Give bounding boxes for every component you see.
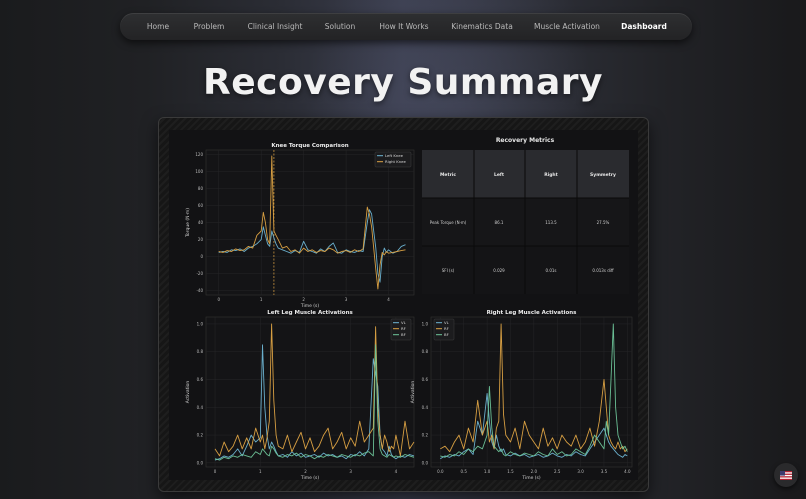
metrics-cell: 86.1 [495, 220, 504, 225]
x-tick-label: 4.0 [624, 469, 631, 474]
x-axis-label: Time (s) [300, 475, 320, 480]
x-tick-label: 1 [259, 469, 262, 474]
x-tick-label: 1.5 [507, 469, 514, 474]
chart-1: 0.0 0.2 0.4 0.6 0.8 1.0 0 1 2 3 4 Left Leg Muscle A… [185, 310, 415, 481]
series-line-bf [440, 323, 628, 458]
series-line-left-knee [218, 209, 406, 283]
series-line-rf [214, 323, 415, 457]
y-tick-label: -20 [196, 271, 203, 276]
y-tick-label: 100 [195, 169, 203, 174]
x-tick-label: 2 [304, 469, 307, 474]
y-tick-label: -40 [196, 288, 203, 293]
nav-item-muscle-activation[interactable]: Muscle Activation [534, 22, 600, 31]
page-title: Recovery Summary [203, 62, 603, 103]
nav-item-dashboard[interactable]: Dashboard [621, 22, 667, 31]
chart-0: -40 -20 0 20 40 60 80 100 120 0 1 2 3 4 Knee Torque Co… [185, 143, 415, 309]
x-tick-label: 4 [395, 469, 398, 474]
dashboard-panel: Recovery Metrics Metric Left Right Symme… [158, 117, 649, 492]
x-tick-label: 2.5 [554, 469, 561, 474]
y-tick-label: 1.0 [197, 321, 204, 326]
series-line-vl [214, 344, 415, 461]
legend-label: VL [444, 320, 450, 325]
x-tick-label: 2 [302, 297, 305, 302]
x-tick-label: 3 [349, 469, 352, 474]
y-tick-label: 80 [198, 186, 204, 191]
metrics-cell: 0.029 [493, 268, 505, 273]
y-tick-label: 120 [195, 152, 203, 157]
metrics-cell: 27.5% [597, 220, 610, 225]
chart-title: Knee Torque Comparison [271, 143, 348, 149]
y-tick-label: 1.0 [422, 321, 429, 326]
x-tick-label: 3.5 [601, 469, 608, 474]
metrics-cell: 0.01s [546, 268, 557, 273]
us-flag-icon[interactable] [774, 463, 798, 487]
x-tick-label: 3.0 [577, 469, 584, 474]
nav-item-home[interactable]: Home [146, 22, 170, 31]
y-tick-label: 0.6 [197, 377, 204, 382]
x-tick-label: 0.0 [437, 469, 444, 474]
chart-title: Right Leg Muscle Activations [487, 310, 578, 316]
chart-title: Left Leg Muscle Activations [267, 310, 353, 316]
series-line-vl [440, 392, 628, 460]
legend-label: RF [444, 326, 449, 331]
legend-label: Right Knee [385, 159, 406, 164]
y-tick-label: 60 [198, 203, 204, 208]
metrics-cell: SFI (s) [442, 268, 455, 273]
nav-item-clinical-insight[interactable]: Clinical Insight [247, 22, 303, 31]
y-tick-label: 40 [198, 220, 204, 225]
legend-label: BF [401, 332, 406, 337]
y-tick-label: 0.2 [422, 433, 429, 438]
x-tick-label: 0 [217, 297, 220, 302]
top-navigation: Home Problem Clinical Insight Solution H… [120, 13, 692, 40]
metrics-header-right: Right [544, 172, 558, 178]
x-tick-label: 3 [345, 297, 348, 302]
metrics-header-symmetry: Symmetry [590, 172, 616, 178]
y-tick-label: 0.2 [197, 433, 204, 438]
metrics-header-metric: Metric [440, 172, 456, 178]
x-tick-label: 0 [214, 469, 217, 474]
metrics-header-left: Left [494, 172, 505, 178]
dashboard-figure: Recovery Metrics Metric Left Right Symme… [169, 130, 638, 481]
recovery-metrics-table: Recovery Metrics Metric Left Right Symme… [422, 137, 629, 294]
nav-item-problem[interactable]: Problem [193, 22, 225, 31]
y-tick-label: 0.0 [197, 460, 204, 465]
series-line-bf [214, 344, 415, 461]
metrics-cell: 0.013s diff [592, 268, 613, 273]
y-tick-label: 0.0 [422, 460, 429, 465]
legend-label: VL [401, 320, 407, 325]
metrics-cell: 113.5 [545, 220, 557, 225]
x-tick-label: 0.5 [461, 469, 468, 474]
x-axis-label: Time (s) [300, 303, 320, 309]
x-tick-label: 1 [260, 297, 263, 302]
x-tick-label: 1.0 [484, 469, 491, 474]
chart-plot-area [430, 316, 633, 468]
nav-item-kinematics-data[interactable]: Kinematics Data [451, 22, 513, 31]
dashboard-charts: Recovery Metrics Metric Left Right Symme… [185, 137, 633, 481]
x-axis-label: Time (s) [521, 475, 541, 480]
chart-2: 0.0 0.2 0.4 0.6 0.8 1.0 0.0 0.5 1.0 1.5 2.0 2.5 3.0 3… [410, 310, 633, 481]
nav-item-how-it-works[interactable]: How It Works [379, 22, 429, 31]
y-tick-label: 0.4 [422, 405, 429, 410]
x-tick-label: 4 [387, 297, 390, 302]
metrics-table-title: Recovery Metrics [496, 137, 555, 144]
metrics-cell: Peak Torque (N·m) [430, 220, 467, 225]
y-tick-label: 0.8 [197, 349, 204, 354]
y-tick-label: 0.4 [197, 405, 204, 410]
legend-label: Left Knee [385, 153, 404, 158]
y-tick-label: 0.6 [422, 377, 429, 382]
nav-item-solution[interactable]: Solution [324, 22, 356, 31]
us-flag-graphic [780, 470, 792, 480]
y-tick-label: 0.8 [422, 349, 429, 354]
y-axis-label: Activation [185, 381, 191, 404]
y-axis-label: Activation [410, 381, 416, 404]
x-tick-label: 2.0 [531, 469, 538, 474]
y-axis-label: Torque (N·m) [185, 208, 191, 238]
y-tick-label: 20 [198, 237, 204, 242]
legend-label: BF [444, 332, 449, 337]
legend-label: RF [401, 326, 406, 331]
y-tick-label: 0 [200, 254, 203, 259]
series-line-right-knee [218, 155, 406, 290]
chart-legend [374, 151, 412, 168]
